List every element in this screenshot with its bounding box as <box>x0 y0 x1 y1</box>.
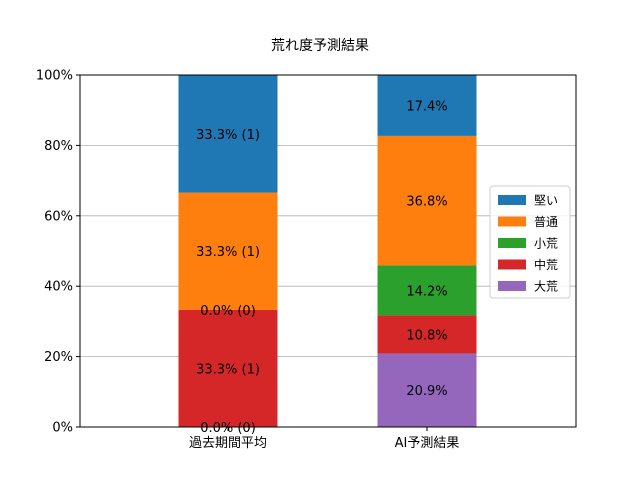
x-tick-label: 過去期間平均 <box>189 436 267 451</box>
y-axis-ticks: 0% 20% 40% 60% 80% 100% <box>36 69 80 436</box>
legend-swatch <box>498 195 526 205</box>
data-label: 14.2% <box>406 284 447 299</box>
bars <box>178 74 477 427</box>
data-label: 17.4% <box>406 99 447 114</box>
data-label: 0.0% (0) <box>200 304 256 319</box>
data-label: 33.3% (1) <box>196 362 260 377</box>
legend-box <box>489 185 571 299</box>
legend-label: 普通 <box>534 215 558 229</box>
data-label: 33.3% (1) <box>196 128 260 143</box>
legend-label: 中荒 <box>534 257 558 272</box>
y-tick-label: 20% <box>44 350 73 365</box>
bar-segment <box>377 265 477 316</box>
segment-labels: 0.0% (0)33.3% (1)0.0% (0)33.3% (1)33.3% … <box>196 99 448 436</box>
bar-segment <box>377 315 477 354</box>
data-label: 10.8% <box>406 328 447 343</box>
legend-label: 大荒 <box>534 280 558 294</box>
bar-segment <box>178 309 278 427</box>
axes-frame <box>79 74 577 428</box>
x-axis-ticks: 過去期間平均 AI予測結果 <box>189 427 459 451</box>
y-tick-label: 0% <box>52 421 73 436</box>
y-tick-label: 100% <box>36 69 73 84</box>
y-tick-label: 60% <box>44 209 73 224</box>
legend-swatch <box>498 259 526 270</box>
legend-swatch <box>498 216 526 227</box>
y-tick-label: 40% <box>44 280 73 295</box>
bar-segment <box>178 192 278 310</box>
legend-swatch <box>498 281 526 291</box>
legend-label: 堅い <box>534 194 558 208</box>
y-tick-label: 80% <box>44 139 73 154</box>
data-label: 20.9% <box>406 384 447 399</box>
bar-segment <box>178 75 278 193</box>
bar-segment <box>377 74 477 136</box>
legend-label: 小荒 <box>534 237 558 251</box>
bar-segment <box>377 135 477 266</box>
x-tick-label: AI予測結果 <box>395 436 460 451</box>
data-label: 33.3% (1) <box>196 245 260 260</box>
legend-swatch <box>498 238 526 248</box>
bar-segment <box>377 353 477 427</box>
data-label: 36.8% <box>406 195 447 210</box>
chart-title: 荒れ度予測結果 <box>271 38 369 54</box>
